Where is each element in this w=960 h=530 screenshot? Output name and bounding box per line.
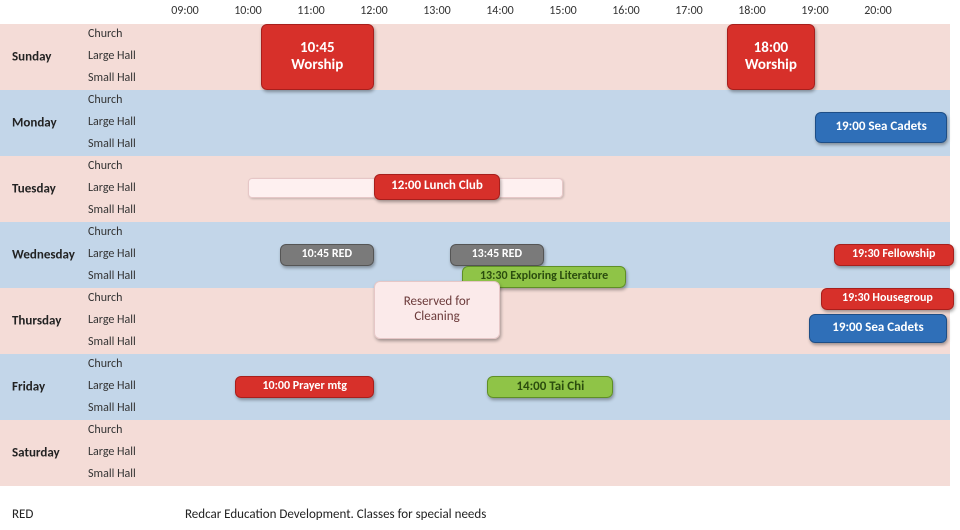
time-label: 10:00 [234, 4, 262, 18]
day-block: Sunday Church Large Hall Small Hall [0, 24, 960, 90]
time-label: 19:00 [801, 4, 829, 18]
day-bg [0, 90, 950, 156]
time-label: 11:00 [297, 4, 325, 18]
day-name: Monday [12, 116, 57, 131]
event-label-line: Cleaning [414, 310, 459, 325]
room-label: Church [88, 159, 122, 173]
room-label: Small Hall [88, 203, 136, 217]
event-fri-taichi[interactable]: 14:00 Tai Chi [487, 376, 613, 398]
room-label: Small Hall [88, 467, 136, 481]
time-label: 09:00 [171, 4, 199, 18]
event-label-line: 19:00 Sea Cadets [835, 120, 926, 135]
event-fri-prayer[interactable]: 10:00 Prayer mtg [235, 376, 374, 398]
day-block: Friday Church Large Hall Small Hall [0, 354, 960, 420]
event-label-line: 10:45 RED [301, 248, 352, 262]
event-thu-seacadets[interactable]: 19:00 Sea Cadets [809, 314, 948, 343]
event-label-line: Reserved for [404, 295, 471, 310]
day-block: Saturday Church Large Hall Small Hall [0, 420, 960, 486]
time-label: 18:00 [738, 4, 766, 18]
event-label-line: 18:00 [754, 40, 789, 57]
event-label-line: 12:00 Lunch Club [391, 179, 483, 194]
event-wed-red-1[interactable]: 10:45 RED [280, 244, 375, 266]
event-label-line: 14:00 Tai Chi [516, 380, 584, 395]
time-label: 13:00 [423, 4, 451, 18]
room-label: Church [88, 423, 122, 437]
room-label: Large Hall [88, 181, 136, 195]
event-label-line: 19:30 Fellowship [852, 248, 936, 262]
event-thu-house[interactable]: 19:30 Housegroup [821, 288, 953, 310]
event-label-line: 13:30 Exploring Literature [480, 270, 608, 284]
room-label: Large Hall [88, 115, 136, 129]
event-wed-fellow[interactable]: 19:30 Fellowship [834, 244, 954, 266]
event-label-line: Worship [291, 57, 343, 74]
time-header: 09:00 10:00 11:00 12:00 13:00 14:00 15:00 16:00… [0, 0, 960, 24]
event-thu-clean[interactable]: Reserved forCleaning [374, 281, 500, 338]
event-wed-red-2[interactable]: 13:45 RED [450, 244, 545, 266]
room-label: Church [88, 27, 122, 41]
room-label: Small Hall [88, 335, 136, 349]
event-label-line: 13:45 RED [472, 248, 523, 262]
room-label: Small Hall [88, 269, 136, 283]
room-label: Church [88, 225, 122, 239]
footnote-text: Redcar Education Development. Classes fo… [185, 507, 486, 522]
event-label-line: 19:30 Housegroup [842, 292, 933, 306]
day-bg [0, 354, 950, 420]
room-label: Church [88, 291, 122, 305]
time-label: 16:00 [612, 4, 640, 18]
event-sun-worship-1[interactable]: 10:45Worship [261, 24, 374, 90]
room-label: Large Hall [88, 313, 136, 327]
room-label: Large Hall [88, 445, 136, 459]
day-name: Tuesday [12, 182, 56, 197]
schedule-root: 09:00 10:00 11:00 12:00 13:00 14:00 15:00 16:00… [0, 0, 960, 530]
event-label-line: 10:00 Prayer mtg [262, 380, 347, 394]
room-label: Small Hall [88, 71, 136, 85]
room-label: Large Hall [88, 379, 136, 393]
footnote-key: RED [12, 507, 182, 522]
footnote: RED Redcar Education Development. Classe… [12, 507, 486, 522]
day-name: Friday [12, 380, 45, 395]
grid-area: Sunday Church Large Hall Small Hall Monday Ch… [0, 24, 960, 490]
event-mon-seacadets[interactable]: 19:00 Sea Cadets [815, 112, 947, 143]
day-name: Sunday [12, 50, 51, 65]
day-name: Wednesday [12, 248, 75, 263]
time-label: 17:00 [675, 4, 703, 18]
room-label: Small Hall [88, 401, 136, 415]
event-label-line: 10:45 [300, 40, 335, 57]
event-label-line: Worship [745, 57, 797, 74]
room-label: Small Hall [88, 137, 136, 151]
room-label: Large Hall [88, 247, 136, 261]
room-label: Large Hall [88, 49, 136, 63]
day-name: Thursday [12, 314, 61, 329]
event-label-line: 19:00 Sea Cadets [832, 321, 923, 336]
day-bg [0, 420, 950, 486]
day-name: Saturday [12, 446, 60, 461]
time-label: 15:00 [549, 4, 577, 18]
event-sun-worship-2[interactable]: 18:00Worship [727, 24, 815, 90]
room-label: Church [88, 357, 122, 371]
time-label: 14:00 [486, 4, 514, 18]
time-label: 20:00 [864, 4, 892, 18]
time-label: 12:00 [360, 4, 388, 18]
event-tue-lunch[interactable]: 12:00 Lunch Club [374, 174, 500, 200]
room-label: Church [88, 93, 122, 107]
